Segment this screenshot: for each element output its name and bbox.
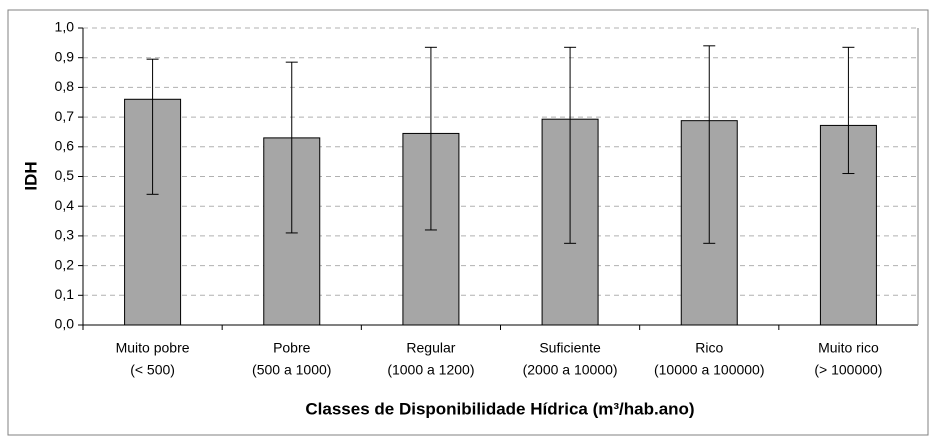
x-tick-label: Muito rico [818, 340, 879, 356]
y-tick-label: 0,1 [55, 286, 75, 302]
x-tick-label: Regular [406, 340, 455, 356]
x-tick-label: Rico [695, 340, 723, 356]
y-tick-label: 1,0 [55, 19, 75, 35]
x-tick-label: Muito pobre [116, 340, 190, 356]
x-tick-label: (1000 a 1200) [387, 362, 474, 378]
y-tick-label: 0,4 [55, 197, 75, 213]
y-axis-title: IDH [21, 161, 40, 190]
y-tick-label: 0,3 [55, 227, 75, 243]
y-tick-label: 0,8 [55, 78, 75, 94]
y-tick-label: 0,9 [55, 48, 75, 64]
y-tick-label: 0,7 [55, 108, 75, 124]
x-tick-label: (10000 a 100000) [654, 362, 765, 378]
x-tick-label: Pobre [273, 340, 311, 356]
y-tick-label: 0,6 [55, 138, 75, 154]
x-axis-title: Classes de Disponibilidade Hídrica (m³/h… [305, 399, 694, 418]
y-tick-label: 0,2 [55, 256, 75, 272]
x-tick-label: Suficiente [539, 340, 601, 356]
x-tick-label: (> 100000) [814, 362, 882, 378]
x-tick-label: (< 500) [130, 362, 175, 378]
y-tick-label: 0,0 [55, 316, 75, 332]
y-tick-label: 0,5 [55, 167, 75, 183]
x-tick-label: (2000 a 10000) [523, 362, 618, 378]
x-tick-label: (500 a 1000) [252, 362, 331, 378]
